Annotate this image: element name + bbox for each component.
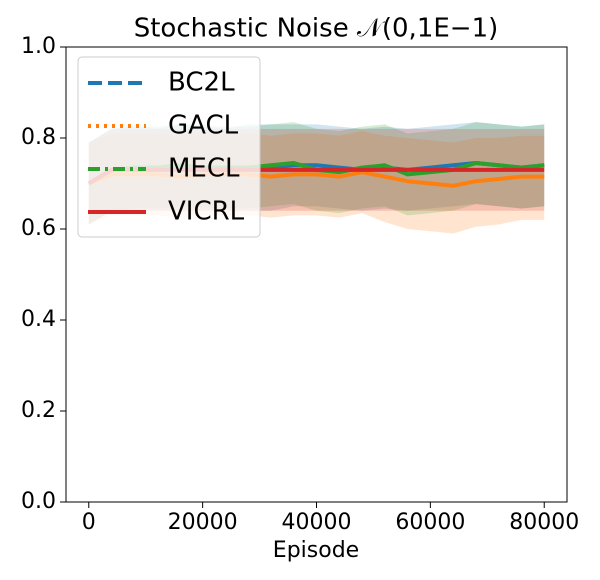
- x-tick-label: 60000: [395, 510, 465, 535]
- x-axis-label: Episode: [273, 538, 359, 563]
- legend-label: BC2L: [168, 68, 235, 98]
- y-tick-label: 0.4: [21, 307, 56, 332]
- legend: BC2L GACL MECL VICRL: [77, 56, 261, 238]
- x-tick-label: 20000: [168, 510, 238, 535]
- x-tick-label: 40000: [282, 510, 352, 535]
- legend-label: MECL: [168, 154, 240, 184]
- y-tick-label: 1.0: [21, 34, 56, 59]
- y-tick-label: 0.6: [21, 216, 56, 241]
- y-tick-label: 0.0: [21, 489, 56, 514]
- legend-box: [77, 56, 261, 238]
- x-tick-label: 0: [82, 510, 96, 535]
- y-tick-label: 0.8: [21, 125, 56, 150]
- y-tick-label: 0.2: [21, 398, 56, 423]
- x-tick-label: 80000: [509, 510, 579, 535]
- plot-frame: [65, 46, 568, 503]
- legend-label: VICRL: [168, 197, 245, 227]
- chart-title: Stochastic Noise 𝒩(0,1E−1): [134, 14, 499, 44]
- legend-label: GACL: [168, 111, 239, 141]
